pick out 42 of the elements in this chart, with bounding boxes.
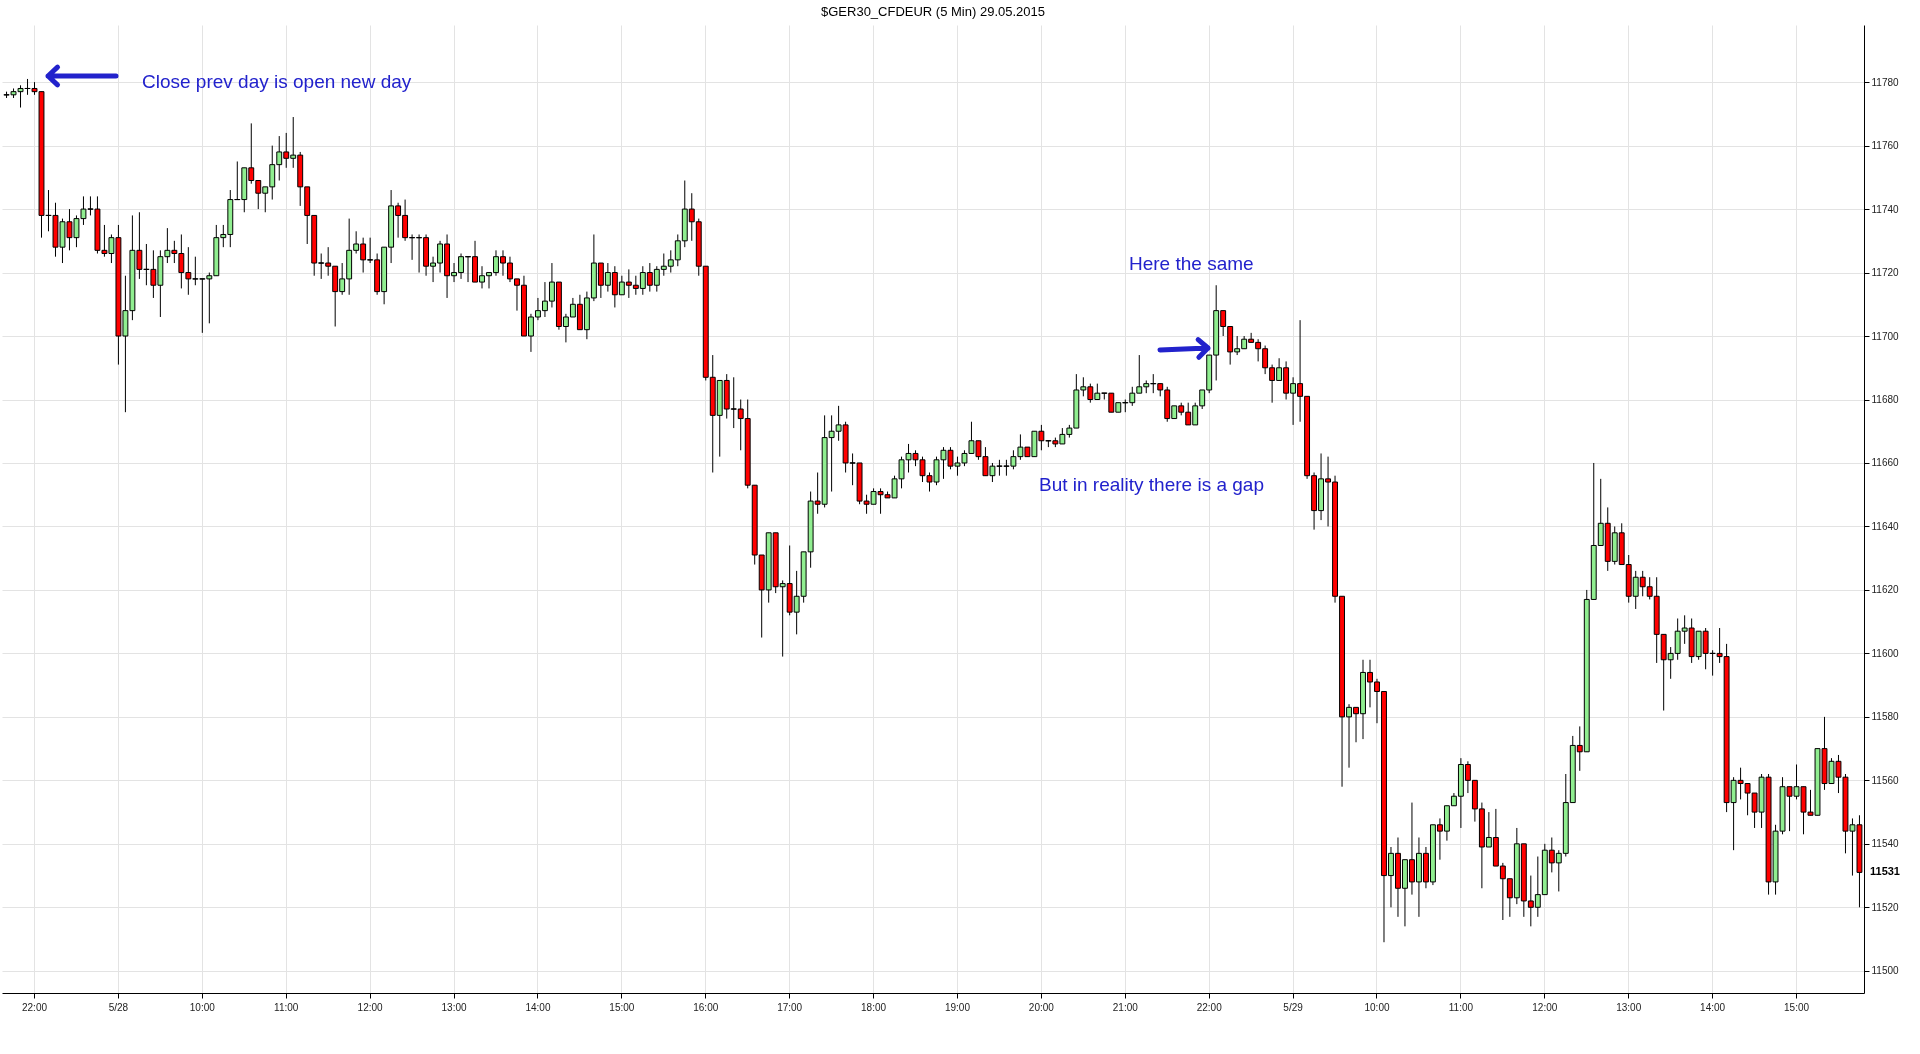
x-tick-label: 17:00 [777,1001,803,1013]
y-tick-label: 11700 [1871,330,1899,342]
annotation: But in reality there is a gap [1039,474,1264,495]
y-tick-label: 11500 [1871,965,1899,977]
x-tick-label: 16:00 [693,1001,719,1013]
text: 11531 [1870,865,1900,877]
x-tick-label: 12:00 [1532,1001,1558,1013]
x-tick-label: 21:00 [1112,1001,1139,1013]
x-tick-label: 14:00 [525,1001,551,1013]
x-tick-label: 15:00 [1784,1001,1810,1013]
y-tick-label: 11640 [1871,520,1899,532]
x-tick-label: 14:00 [1700,1001,1726,1013]
x-tick-label: 20:00 [1028,1001,1055,1013]
y-tick-label: 11760 [1871,140,1899,152]
y-tick-label: 11600 [1871,647,1899,659]
x-tick-label: 5/29 [1283,1001,1304,1013]
y-tick-label: 11580 [1871,711,1899,723]
x-tick-label: 12:00 [357,1001,384,1013]
x-tick-label: 11:00 [1448,1001,1474,1013]
x-tick-label: 5/28 [108,1001,129,1013]
y-tick-label: 11560 [1871,774,1899,786]
y-tick-label: 11720 [1871,267,1899,279]
x-tick-label: 11:00 [274,1001,299,1013]
y-tick-label: 11620 [1871,584,1899,596]
annotation: Here the same [1129,253,1254,274]
x-tick-label: 10:00 [1364,1001,1390,1013]
x-tick-label: 22:00 [1196,1001,1223,1013]
x-tick-label: 22:00 [22,1001,48,1013]
y-tick-label: 11660 [1871,457,1899,469]
x-tick-label: 15:00 [609,1001,635,1013]
y-tick-label: 11520 [1871,901,1899,913]
x-tick-label: 18:00 [861,1001,887,1013]
x-tick-label: 10:00 [189,1001,216,1013]
annotation: Close prev day is open new day [142,71,412,92]
x-tick-label: 13:00 [441,1001,467,1013]
chart-title: $GER30_CFDEUR (5 Min) 29.05.2015 [821,4,1045,19]
x-tick-label: 19:00 [944,1001,971,1013]
x-tick-label: 13:00 [1616,1001,1642,1013]
y-tick-label: 11780 [1871,76,1899,88]
y-tick-label: 11680 [1871,394,1899,405]
y-tick-label: 11540 [1871,838,1899,850]
y-tick-label: 11740 [1871,203,1899,215]
